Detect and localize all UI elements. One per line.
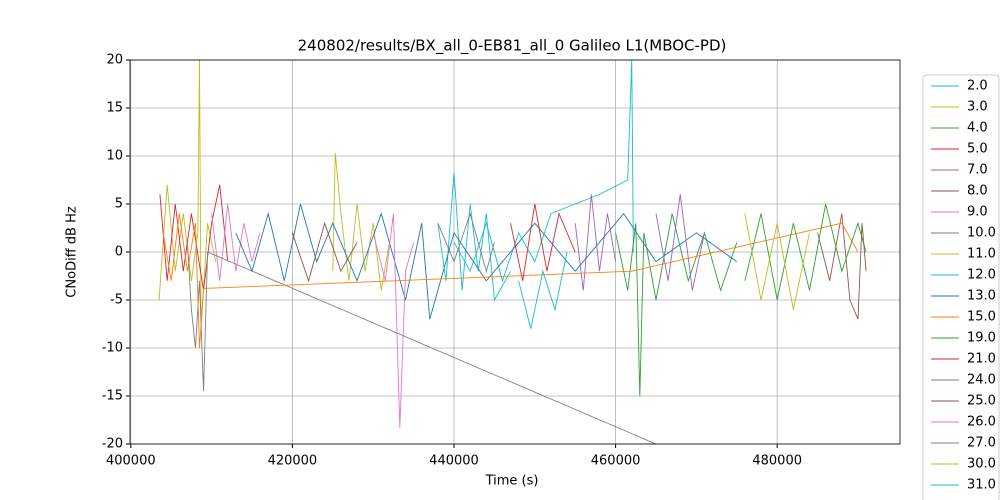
legend-label: 24.0 bbox=[967, 373, 996, 388]
y-tick-label: 20 bbox=[106, 53, 123, 68]
y-tick-label: 5 bbox=[115, 197, 123, 212]
legend-label: 19.0 bbox=[967, 331, 996, 346]
series-line bbox=[291, 221, 358, 283]
x-tick-label: 460000 bbox=[591, 454, 641, 469]
series-line bbox=[235, 203, 738, 320]
series-line bbox=[162, 213, 859, 349]
series-line bbox=[615, 213, 738, 397]
series-line bbox=[518, 251, 568, 329]
y-tick-label: -5 bbox=[110, 293, 123, 308]
legend-label: 7.0 bbox=[967, 163, 988, 178]
x-tick-label: 480000 bbox=[752, 454, 802, 469]
y-tick-label: -20 bbox=[102, 437, 123, 452]
series-line bbox=[211, 203, 261, 281]
plot-lines bbox=[158, 60, 867, 444]
legend-label: 3.0 bbox=[967, 100, 988, 115]
legend-label: 12.0 bbox=[967, 268, 996, 283]
plot-frame bbox=[129, 59, 901, 445]
series-line bbox=[159, 184, 229, 291]
series-line bbox=[186, 242, 657, 444]
y-tick-label: -10 bbox=[102, 341, 123, 356]
grid: 400000 420000 440000 460000 480000 -20 -15 -10 -… bbox=[102, 53, 900, 469]
legend-label: 9.0 bbox=[967, 205, 988, 220]
x-axis-label: Time (s) bbox=[485, 474, 539, 489]
series-line bbox=[437, 212, 495, 273]
y-axis-label: CNoDiff dB Hz bbox=[65, 206, 80, 298]
series-line bbox=[817, 213, 867, 320]
legend-label: 2.0 bbox=[967, 79, 988, 94]
legend-label: 26.0 bbox=[967, 415, 996, 430]
y-tick-label: 0 bbox=[115, 245, 123, 260]
y-tick-label: 15 bbox=[106, 101, 123, 116]
series-line bbox=[655, 194, 705, 291]
series-line bbox=[437, 172, 511, 302]
legend-label: 21.0 bbox=[967, 352, 996, 367]
y-tick-label: 10 bbox=[106, 149, 123, 164]
legend-label: 10.0 bbox=[967, 226, 996, 241]
y-tick-label: -15 bbox=[102, 389, 123, 404]
series-line bbox=[453, 60, 634, 283]
legend-label: 4.0 bbox=[967, 121, 988, 136]
series-line bbox=[744, 203, 867, 301]
series-line bbox=[372, 213, 415, 428]
x-tick-label: 440000 bbox=[429, 454, 479, 469]
legend-label: 15.0 bbox=[967, 310, 996, 325]
legend: 2.0 3.0 4.0 5.0 7.0 8.0 9.0 10.0 11.0 12.0 13.0 15.… bbox=[922, 74, 1000, 500]
legend-box bbox=[922, 74, 1000, 500]
chart-title: 240802/results/BX_all_0-EB81_all_0 Galil… bbox=[298, 37, 727, 56]
legend-label: 25.0 bbox=[967, 394, 996, 409]
legend-label: 27.0 bbox=[967, 436, 996, 451]
series-line bbox=[510, 203, 576, 281]
legend-label: 5.0 bbox=[967, 142, 988, 157]
legend-label: 13.0 bbox=[967, 289, 996, 304]
legend-label: 8.0 bbox=[967, 184, 988, 199]
series-line bbox=[574, 194, 617, 291]
x-tick-label: 420000 bbox=[268, 454, 318, 469]
series-line bbox=[744, 213, 810, 310]
legend-label: 30.0 bbox=[967, 457, 996, 472]
x-tick-label: 400000 bbox=[106, 454, 156, 469]
legend-label: 31.0 bbox=[967, 478, 996, 493]
series-line bbox=[158, 60, 217, 329]
legend-label: 11.0 bbox=[967, 247, 996, 262]
series-line bbox=[332, 153, 390, 291]
